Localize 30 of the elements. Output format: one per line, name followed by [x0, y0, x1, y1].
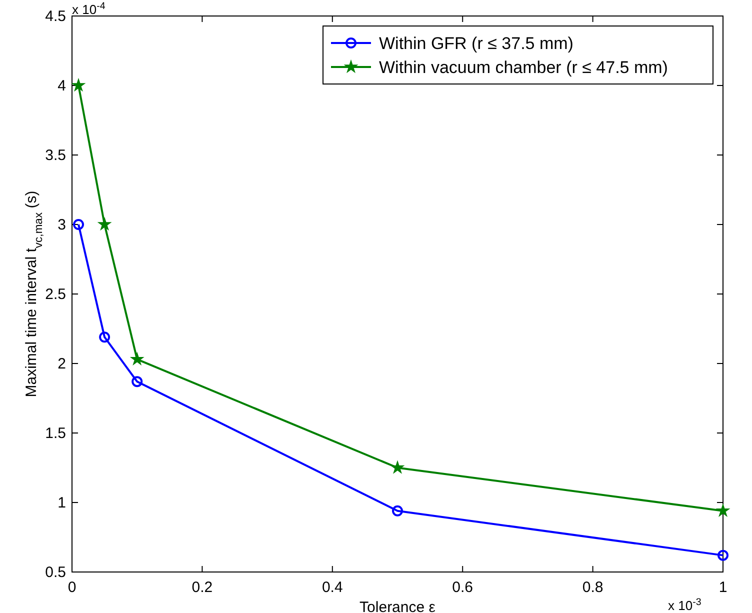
point [718, 550, 728, 561]
x-tick-label: 0.4 [322, 579, 343, 596]
point [132, 376, 143, 388]
text: x 10$^{-3}$ [668, 596, 702, 613]
annotation: x 10$^{-4}$ [72, 0, 106, 17]
x-tick-label: 0.2 [192, 579, 213, 596]
x-tick-label: 0.6 [452, 579, 474, 596]
y-tick-label: 4.5 [45, 8, 66, 25]
y-tick-label: 2 [58, 356, 66, 372]
point [99, 332, 110, 343]
y-tick-label: 1 [58, 494, 66, 512]
point [392, 505, 403, 516]
legend-label: Within vacuum chamber (r ≤ 47.5 mm) [379, 58, 668, 77]
x-axis-title: Tolerance ε [360, 599, 436, 613]
y-tick-label: 3.5 [45, 147, 66, 164]
x-tick-label: 0.8 [582, 579, 604, 596]
y-tick-label: 2.5 [45, 286, 66, 303]
point [98, 218, 111, 230]
y-tick-label: 3 [58, 216, 66, 234]
point [72, 79, 85, 91]
point [391, 461, 404, 474]
point [716, 504, 730, 516]
legend-label: Within GFR (r ≤ 37.5 mm) [379, 34, 574, 53]
y-tick-label: 1.5 [45, 425, 66, 442]
x-tick-label: 1 [718, 579, 728, 596]
y-tick-label: 4 [58, 78, 66, 94]
y-tick-label: 0.5 [45, 564, 66, 581]
x-tick-label: 0 [68, 579, 76, 596]
point [73, 219, 84, 230]
point [130, 352, 144, 365]
